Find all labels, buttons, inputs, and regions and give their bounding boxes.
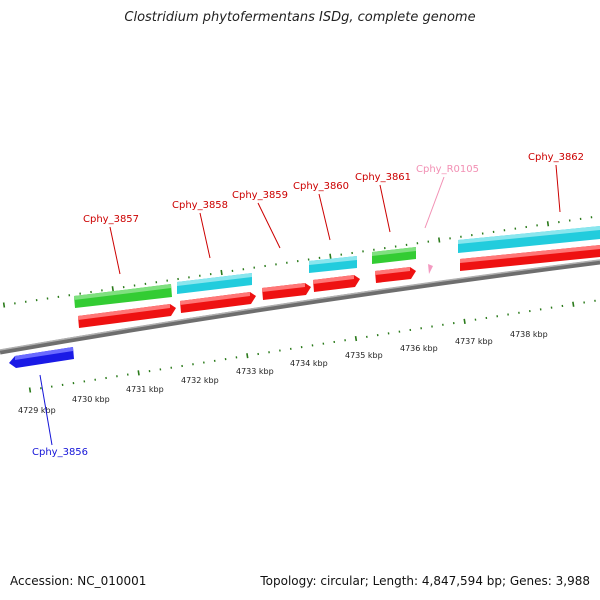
inner-tick-mark [463,318,466,324]
inner-tick-mark [137,370,140,376]
scale-label: 4734 kbp [290,359,328,368]
cds-track-forward [78,245,600,328]
gene-leader-line [318,193,331,241]
outer-tick-mark [111,286,114,292]
scale-label: 4730 kbp [72,395,110,404]
gene-leader-line [379,184,391,233]
cog-track-green [74,247,416,308]
inner-tick-mark [28,387,32,393]
scale-label: 4735 kbp [345,351,383,360]
cog-track-cyan [177,226,600,294]
scale-label: 4732 kbp [181,376,219,385]
inner-tick-mark [572,301,575,307]
gene-label-cphy-3862[interactable]: Cphy_3862 [528,152,584,163]
gene-leader-line [109,226,121,275]
accession-label: Accession: NC_010001 [10,574,147,588]
gene-label-cphy-3857[interactable]: Cphy_3857 [83,214,139,225]
outer-tick-mark [2,302,6,308]
scale-label: 4737 kbp [455,337,493,346]
gene-leader-line [39,374,53,446]
genome-backbone [0,259,600,355]
topology-label: Topology: circular; Length: 4,847,594 bp… [260,574,590,588]
gene-leader-line [555,164,561,213]
outer-tick-mark [546,221,550,227]
scale-label: 4738 kbp [510,330,548,339]
gene-leader-line [257,202,281,249]
gene-label-cphy-3859[interactable]: Cphy_3859 [232,190,288,201]
gene-label-cphy-3858[interactable]: Cphy_3858 [172,200,228,211]
gene-leader-line [199,212,211,259]
gene-leader-line [424,176,445,229]
scale-label: 4733 kbp [236,367,274,376]
inner-tick-mark [246,353,249,359]
inner-tick-ring [28,299,596,393]
map-title: Clostridium phytofermentans ISDg, comple… [124,10,476,25]
cds-track-reverse [9,347,74,368]
gene-label-cphy-3861[interactable]: Cphy_3861 [355,172,411,183]
outer-tick-mark [438,237,441,243]
gene-label-cphy-3860[interactable]: Cphy_3860 [293,181,349,192]
rna-R0105[interactable] [428,264,433,274]
scale-label: 4731 kbp [126,385,164,394]
scale-label: 4736 kbp [400,344,438,353]
gene-label-cphy-3856[interactable]: Cphy_3856 [32,447,88,458]
scale-labels: 4729 kbp 4730 kbp 4731 kbp 4732 kbp 4733 kbp… [18,330,548,415]
outer-tick-mark [329,253,332,259]
inner-tick-mark [354,335,358,342]
outer-tick-ring [2,216,593,308]
gene-label-cphy-r0105[interactable]: Cphy_R0105 [416,164,479,175]
gene-labels: Cphy_3856 Cphy_3857 Cphy_3858 Cphy_3859 Cphy… [32,152,584,458]
outer-tick-mark [220,269,223,276]
scale-label: 4729 kbp [18,406,56,415]
